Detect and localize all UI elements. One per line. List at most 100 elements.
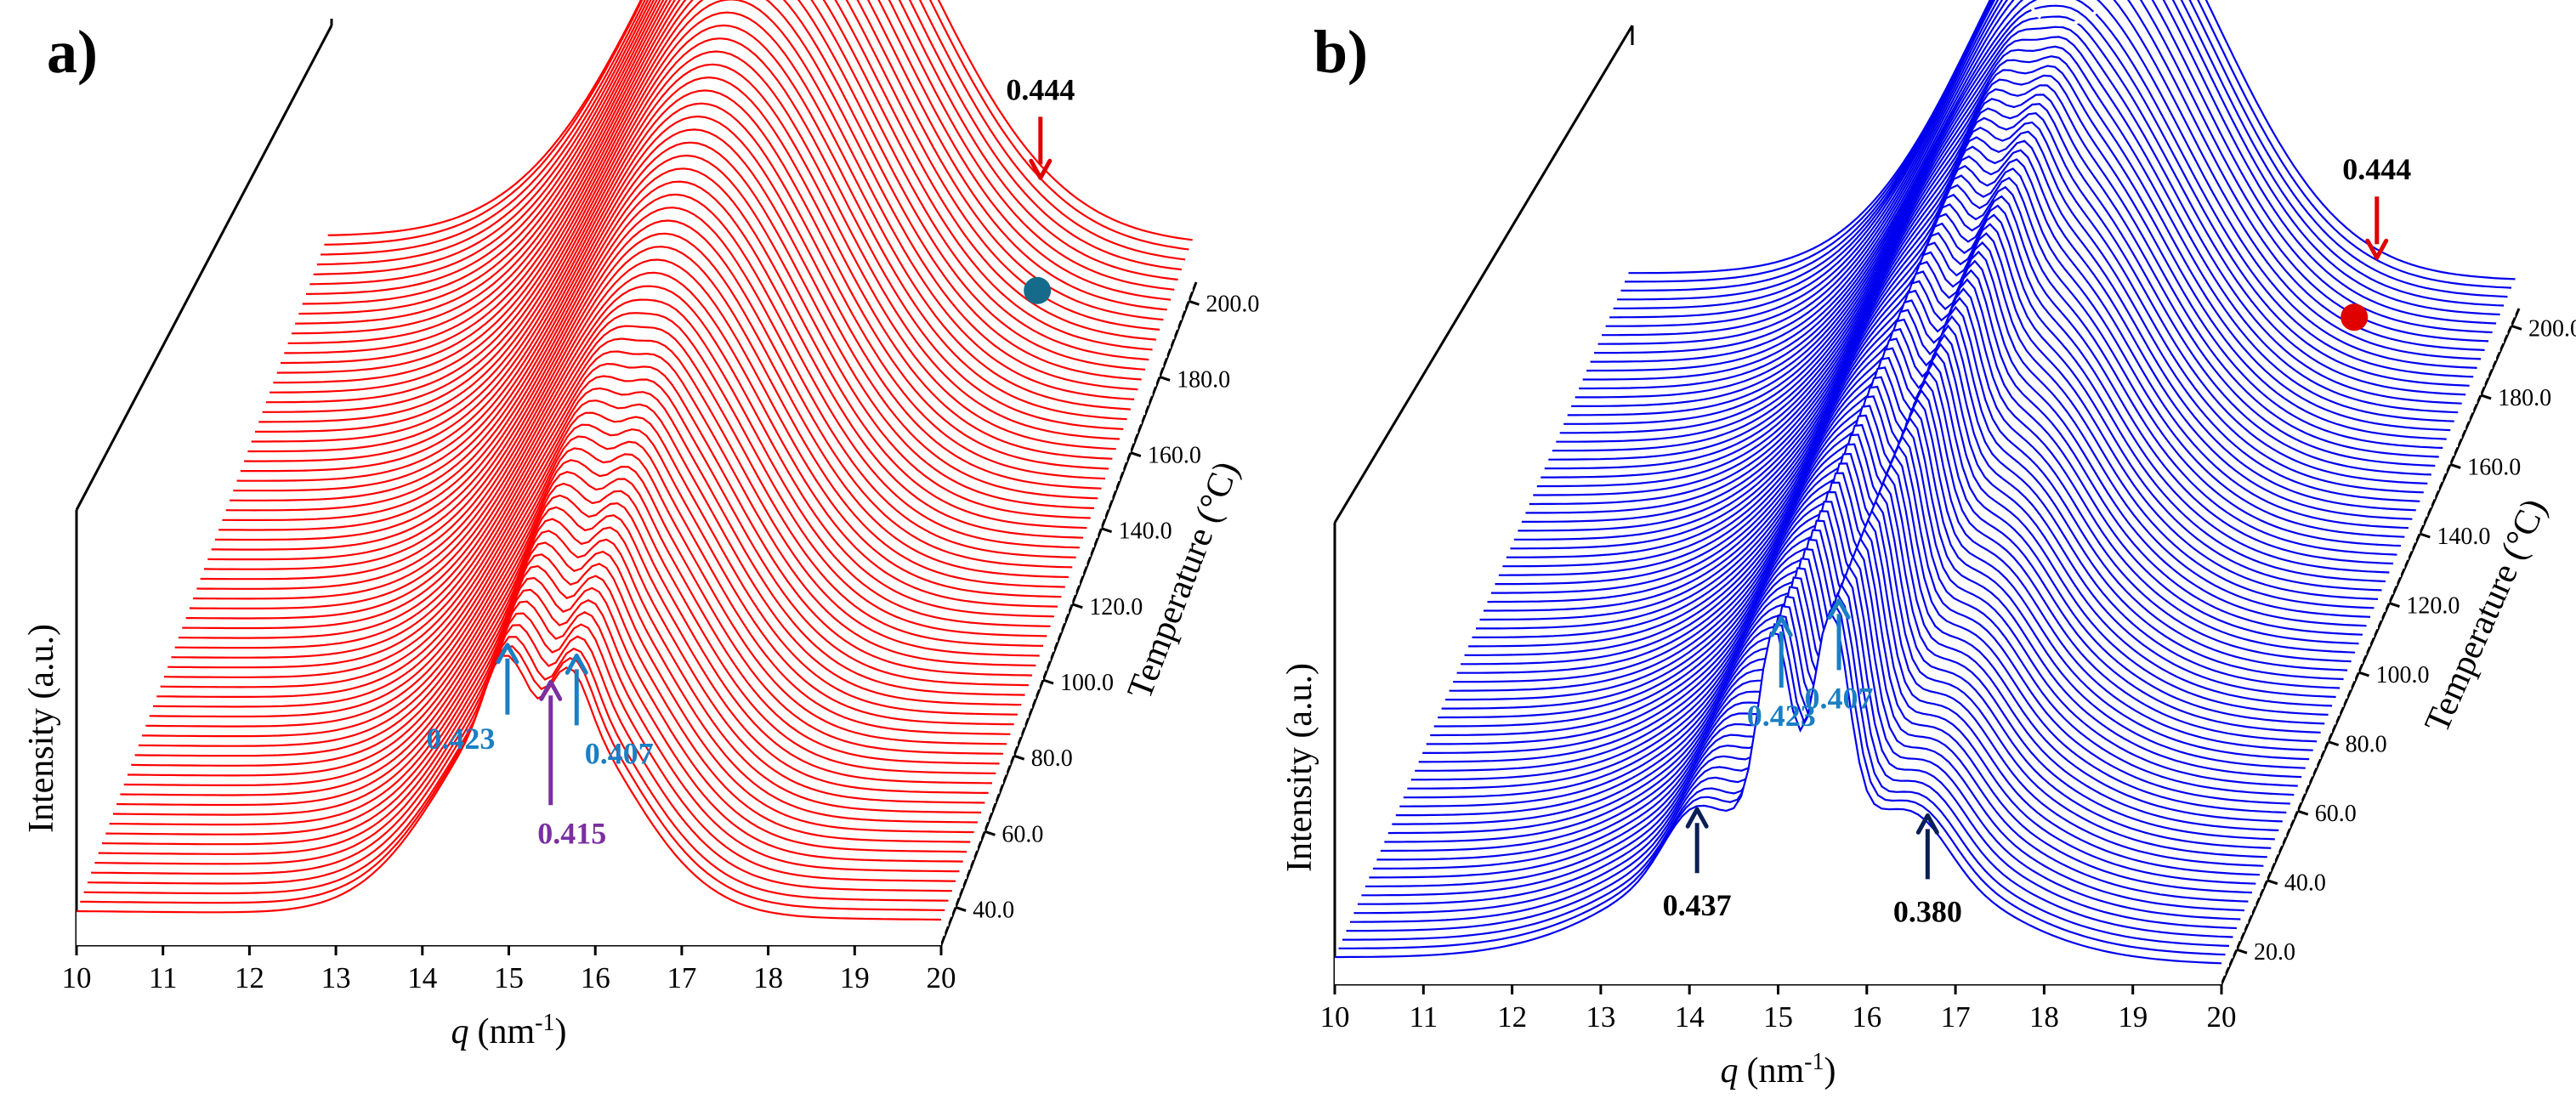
curve-T-122.5 — [211, 207, 1076, 558]
curve-T-87.5 — [1453, 324, 2341, 689]
x-tick-label: 14 — [1675, 1000, 1705, 1034]
temperature-tick — [1101, 527, 1113, 534]
panel-a: a) 10 11 12 13 14 15 16 17 18 19 20 40.0 60.0 80.0 10… — [22, 0, 1259, 1051]
curve-T-47.5 — [1392, 472, 2279, 831]
x-tick-label: 13 — [1586, 1000, 1615, 1034]
curve-T-150 — [251, 63, 1116, 450]
curve-T-182.5 — [298, 0, 1164, 321]
curve-T-117.5 — [1498, 213, 2386, 583]
curve-T-85 — [156, 399, 1022, 706]
curve-T-187.5 — [305, 0, 1172, 301]
curve-T-67.5 — [1422, 398, 2310, 761]
curve-T-115 — [1495, 223, 2382, 592]
curve-T-20 — [1349, 573, 2237, 930]
curve-T-60 — [120, 518, 985, 804]
curve-T-202.5 — [327, 0, 1193, 241]
temperature-tick-label: 60.0 — [1001, 821, 1043, 847]
arrow-0.423-head — [496, 643, 519, 665]
x-tick-label: 18 — [2029, 1000, 2059, 1034]
temperature-tick-label: 40.0 — [973, 897, 1014, 923]
curve-T-62.5 — [1415, 416, 2302, 779]
temperature-tick — [984, 830, 996, 836]
panel-b-curves — [1335, 0, 2516, 984]
panel-b-label: b) — [1314, 18, 1368, 86]
curve-T-82.5 — [1445, 343, 2333, 707]
curve-T-47.5 — [101, 576, 967, 853]
temperature-tick — [2236, 948, 2248, 955]
temperature-tick — [2388, 602, 2400, 608]
annotation-0.415: 0.415 — [537, 816, 606, 850]
curve-T-180 — [1594, 0, 2482, 360]
curve-T-157.5 — [262, 24, 1127, 421]
curve-T-80 — [1441, 352, 2329, 716]
curve-T-160 — [1563, 55, 2451, 432]
curve-T-75 — [142, 447, 1007, 745]
curve-T-155 — [1556, 74, 2443, 450]
curve-T-110 — [193, 271, 1058, 608]
curve-T-30 — [1365, 536, 2252, 894]
temperature-tick-label: 140.0 — [1119, 518, 1172, 545]
curve-T-95 — [1464, 297, 2352, 663]
panel-b-intensity-label: Intensity (a.u.) — [1280, 663, 1319, 872]
curve-T-125 — [214, 193, 1080, 549]
curve-T-60 — [1410, 425, 2298, 787]
x-tick-label: 13 — [321, 961, 351, 994]
temperature-tick-label: 200.0 — [2528, 315, 2576, 342]
curve-T-135 — [230, 141, 1095, 509]
curve-T-175 — [1586, 0, 2474, 378]
annotation-0.380: 0.380 — [1893, 894, 1962, 928]
curve-T-190 — [1609, 0, 2497, 325]
curve-T-80 — [149, 423, 1014, 726]
curve-T-75 — [1433, 370, 2321, 734]
curve-T-90 — [1456, 314, 2344, 681]
x-tick-label: 16 — [1852, 1000, 1881, 1034]
curve-T-137.5 — [1529, 139, 2416, 512]
curve-T-35 — [1372, 518, 2260, 876]
curve-T-172.5 — [284, 0, 1149, 361]
curve-T-170 — [281, 0, 1146, 371]
temperature-tick-label: 180.0 — [1177, 366, 1230, 393]
curve-T-145 — [244, 89, 1109, 470]
curve-T-147.5 — [1544, 103, 2431, 476]
curve-fill — [77, 655, 941, 945]
curve-T-115 — [200, 246, 1065, 588]
curve-T-130 — [222, 167, 1087, 530]
curve-T-125 — [1510, 185, 2397, 556]
curve-T-122.5 — [1506, 195, 2393, 565]
temperature-tick — [955, 906, 967, 912]
curve-T-52.5 — [109, 553, 974, 834]
temperature-tick-label: 40.0 — [2284, 870, 2326, 897]
curve-T-162.5 — [1567, 45, 2454, 422]
panel-a-temperature-label: Temperature (°C) — [1121, 456, 1247, 705]
curve-T-187.5 — [1605, 0, 2493, 334]
curve-T-42.5 — [94, 600, 960, 873]
b-top-left-edge — [1333, 25, 1634, 524]
curve-T-150 — [1548, 93, 2436, 467]
curve-T-100 — [1472, 278, 2359, 645]
curve-T-197.5 — [1620, 0, 2508, 298]
temperature-tick — [2511, 324, 2522, 331]
curve-T-140 — [236, 115, 1102, 490]
curve-T-167.5 — [276, 0, 1142, 381]
curve-T-40 — [1380, 499, 2267, 858]
curve-T-180 — [295, 0, 1160, 331]
temperature-tick-label: 200.0 — [1206, 291, 1259, 317]
temperature-tick — [1013, 754, 1025, 761]
curve-T-165 — [1571, 36, 2459, 414]
annotation-0.407: 0.407 — [1805, 681, 1874, 715]
curve-fill — [1335, 611, 2221, 984]
curve-T-45 — [1387, 480, 2275, 841]
curve-T-120 — [207, 219, 1073, 569]
annotation-0.437: 0.437 — [1663, 888, 1732, 922]
panel-b-x-axis-label: q (nm-1) — [1721, 1049, 1836, 1091]
arrow-0.437-head — [1685, 807, 1709, 829]
curve-T-185 — [1602, 0, 2489, 343]
annotation-0.423: 0.423 — [1747, 699, 1816, 733]
curve-T-97.5 — [174, 337, 1040, 657]
curve-T-32.5 — [80, 645, 945, 911]
x-tick-label: 12 — [235, 961, 264, 994]
curve-T-127.5 — [218, 180, 1084, 539]
curve-T-147.5 — [247, 76, 1113, 460]
temperature-tick-label: 80.0 — [2346, 732, 2387, 758]
curve-T-35 — [83, 636, 949, 902]
